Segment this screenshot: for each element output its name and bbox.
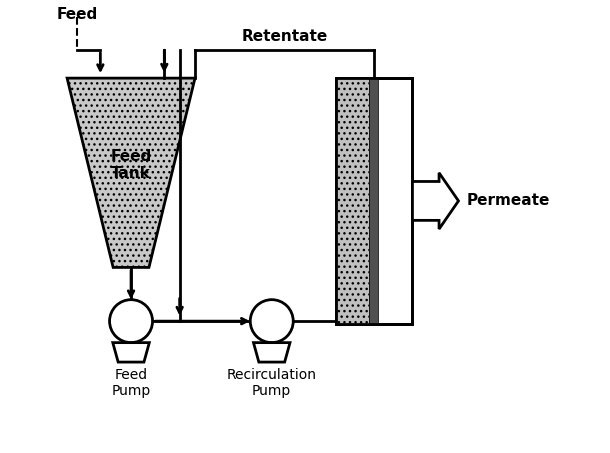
Circle shape [250,300,293,342]
Text: Retentate: Retentate [241,29,328,44]
Bar [336,78,412,324]
Bar [336,78,369,324]
Polygon shape [113,342,149,362]
Circle shape [110,300,152,342]
Polygon shape [67,78,195,267]
Text: Recirculation
Pump: Recirculation Pump [227,368,317,399]
Bar [369,78,378,324]
Polygon shape [254,342,290,362]
Text: Permeate: Permeate [466,193,550,208]
Polygon shape [412,173,459,229]
Text: Feed
Tank: Feed Tank [110,149,152,181]
Bar [336,78,412,324]
Text: Feed: Feed [57,7,98,22]
Text: Feed
Pump: Feed Pump [112,368,151,399]
